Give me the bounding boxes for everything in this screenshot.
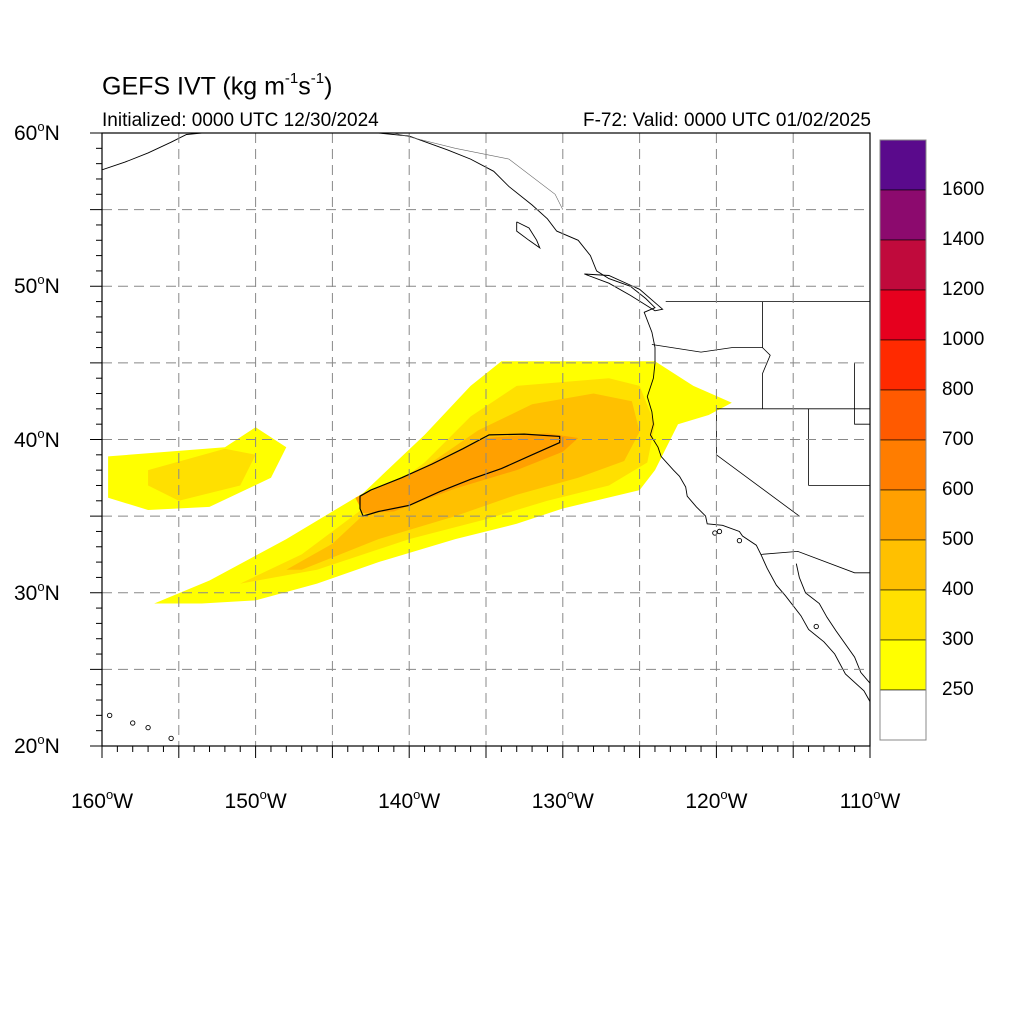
colorbar-label-1200: 1200: [942, 279, 985, 300]
coastline-0: [378, 133, 870, 702]
ivt-region-500-5: [355, 433, 579, 514]
colorbar-label-300: 300: [942, 629, 974, 650]
colorbar-label-700: 700: [942, 429, 974, 450]
colorbar-label-600: 600: [942, 479, 974, 500]
valid-time: F-72: Valid: 0000 UTC 01/02/2025: [583, 110, 871, 131]
lon-label-130: 130oW: [531, 787, 594, 813]
colorbar-box-3: [879, 289, 927, 341]
colorbar-box-1: [879, 189, 927, 241]
lat-label-20: 20oN: [14, 732, 60, 758]
lon-label-120: 120oW: [685, 787, 748, 813]
plot-area: [102, 133, 870, 746]
colorbar-box-11: [879, 689, 927, 741]
colorbar-box-5: [879, 389, 927, 441]
map-title: GEFS IVT (kg m-1s-1): [102, 70, 333, 101]
lat-label-60: 60oN: [14, 119, 60, 145]
coastline-2: [102, 133, 202, 171]
lon-label-140: 140oW: [378, 787, 441, 813]
island-6: [712, 530, 718, 536]
border-9: [393, 133, 564, 210]
coastline-3: [516, 221, 541, 250]
colorbar-box-9: [879, 589, 927, 641]
lon-label-150: 150oW: [224, 787, 287, 813]
island-0: [168, 735, 174, 741]
island-3: [107, 712, 113, 718]
colorbar-box-10: [879, 639, 927, 691]
lon-label-160: 160oW: [70, 787, 134, 813]
lon-label-110: 110oW: [839, 787, 901, 813]
island-5: [716, 528, 723, 535]
lat-label-30: 30oN: [14, 578, 60, 605]
coastline-4: [584, 273, 664, 312]
island-7: [813, 623, 819, 630]
ivt-contour-600: [359, 433, 561, 517]
colorbar-box-2: [879, 239, 927, 291]
border-7: [854, 362, 870, 425]
island-4: [736, 537, 743, 544]
colorbar-label-400: 400: [942, 579, 974, 600]
colorbar-box-7: [879, 489, 927, 541]
border-8: [760, 550, 870, 574]
border-1: [651, 344, 763, 353]
ivt-region-300-1: [148, 448, 256, 501]
colorbar-box-0: [879, 139, 927, 191]
coastline-1: [795, 563, 870, 684]
island-2: [130, 720, 136, 726]
colorbar-label-800: 800: [942, 379, 974, 400]
island-1: [145, 724, 151, 731]
lat-label-40: 40oN: [14, 425, 60, 452]
init-time: Initialized: 0000 UTC 12/30/2024: [102, 110, 379, 131]
border-4: [716, 408, 800, 517]
colorbar-box-4: [879, 339, 927, 391]
colorbar-label-1400: 1400: [942, 229, 985, 250]
colorbar-box-6: [879, 439, 927, 491]
colorbar-label-1600: 1600: [942, 179, 985, 200]
colorbar-box-8: [879, 539, 927, 591]
lat-label-50: 50oN: [14, 272, 60, 299]
colorbar-label-500: 500: [942, 529, 974, 550]
colorbar-frame: [879, 139, 927, 741]
colorbar-label-1000: 1000: [942, 329, 985, 350]
colorbar-label-250: 250: [942, 679, 974, 700]
border-3: [762, 301, 771, 409]
